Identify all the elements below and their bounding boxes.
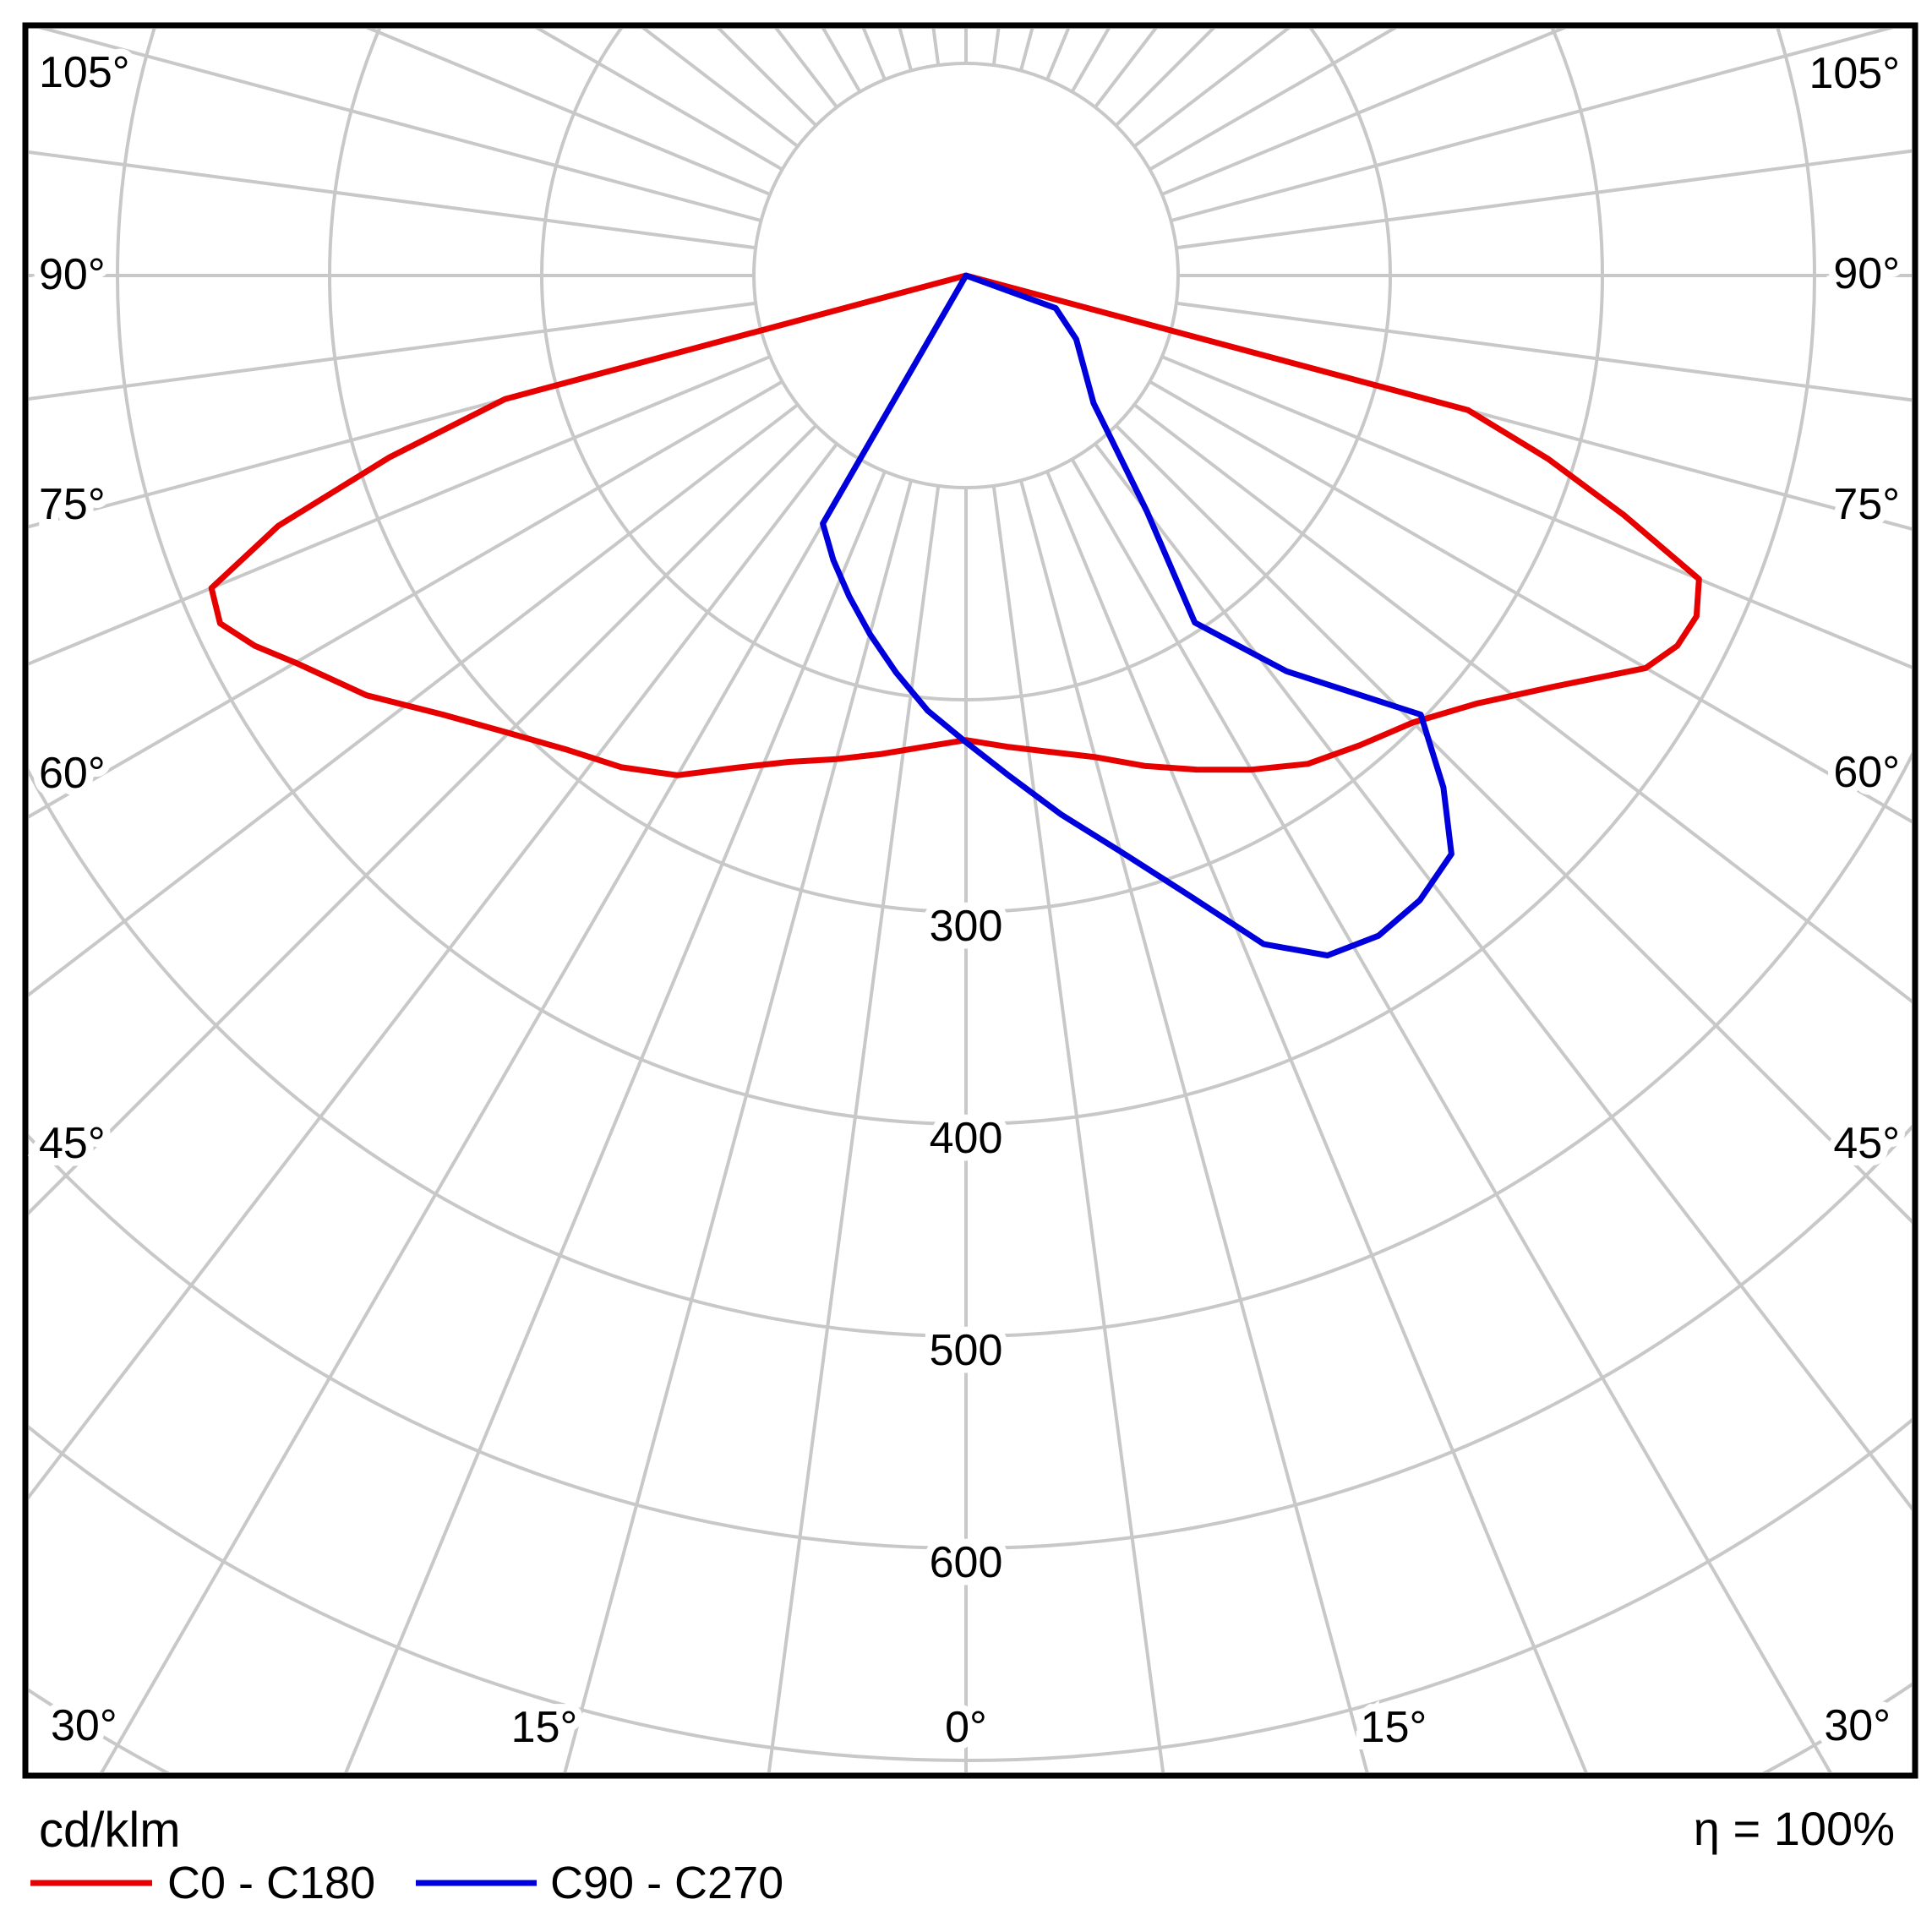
angle-label-right-75: 75° — [1833, 480, 1900, 529]
angle-label-left-75: 75° — [39, 480, 106, 529]
units-label: cd/klm — [39, 1803, 181, 1858]
grid-spoke-105 — [1170, 29, 1894, 222]
grid-spoke-97.5 — [1176, 149, 1912, 250]
angle-label-bottom-15: 15° — [1361, 1703, 1427, 1752]
ring-label-400: 400 — [930, 1114, 1003, 1163]
footer: cd/klm η = 100% C0 - C180 C90 - C270 — [30, 1802, 1895, 1908]
angle-label-right-30: 30° — [1824, 1701, 1891, 1750]
grid-spoke-300 — [29, 379, 783, 819]
grid-spoke-330 — [100, 458, 862, 1772]
angle-label-bottom-0: 0° — [945, 1703, 987, 1752]
grid-spoke-7.5 — [991, 485, 1165, 1772]
grid-spoke-15 — [1019, 479, 1369, 1772]
grid-spoke-322.5 — [29, 442, 838, 1500]
grid-spoke-292.5 — [29, 355, 771, 666]
grid-spoke-337.5 — [344, 471, 887, 1772]
grid-spoke-277.5 — [29, 301, 756, 401]
grid-spoke-345 — [563, 479, 913, 1772]
angle-label-bottom-15: 15° — [511, 1703, 578, 1752]
angle-label-left-60: 60° — [39, 749, 106, 798]
angle-label-left-90: 90° — [39, 250, 106, 299]
ring-label-300: 300 — [930, 902, 1003, 951]
grid-spoke-307.5 — [29, 403, 800, 997]
grid-spoke-67.5 — [1161, 355, 1912, 669]
angle-label-right-45: 45° — [1833, 1119, 1900, 1168]
grid-spoke-52.5 — [1132, 403, 1912, 1004]
grid-spoke-75 — [1170, 329, 1912, 531]
grid-spoke-60 — [1149, 379, 1912, 824]
legend: C0 - C180 C90 - C270 — [30, 1858, 783, 1908]
radial-axis-labels: 300 400 500 600 — [922, 894, 1011, 1595]
legend-label-c90-c270: C90 - C270 — [550, 1858, 783, 1908]
angle-label-left-30: 30° — [51, 1701, 117, 1750]
grid-spoke-255 — [38, 29, 762, 222]
efficiency-label: η = 100% — [1694, 1802, 1895, 1855]
grid-spoke-285 — [29, 329, 762, 529]
plot-frame — [22, 22, 1918, 1779]
grid-spoke-37.5 — [1094, 442, 1912, 1511]
grid-spoke-30 — [1070, 458, 1832, 1772]
angle-label-right-60: 60° — [1833, 748, 1900, 797]
angle-label-left-45: 45° — [39, 1119, 106, 1168]
grid-spoke-82.5 — [1176, 301, 1912, 402]
grid-spoke-315 — [29, 424, 817, 1215]
ring-label-600: 600 — [930, 1538, 1003, 1587]
curve-c90-c270 — [820, 272, 1454, 958]
ring-label-500: 500 — [930, 1326, 1003, 1375]
legend-label-c0-c180: C0 - C180 — [167, 1858, 375, 1908]
grid-spoke-262.5 — [29, 150, 756, 250]
angle-label-left-105: 105° — [39, 48, 130, 97]
intensity-curves — [208, 272, 1702, 958]
angle-axis-labels: 105° 90° 75° 60° 45° 30° 105° 90° 75° 60° 45° 30° 15… — [31, 41, 1907, 1760]
angle-label-right-90: 90° — [1833, 249, 1900, 298]
angle-label-right-105: 105° — [1809, 49, 1900, 98]
grid-spoke-352.5 — [767, 485, 941, 1772]
grid-spoke-247.5 — [365, 29, 771, 196]
grid-spoke-22.5 — [1045, 471, 1588, 1772]
grid-spoke-112.5 — [1161, 29, 1567, 196]
grid-spoke-45 — [1115, 424, 1912, 1224]
